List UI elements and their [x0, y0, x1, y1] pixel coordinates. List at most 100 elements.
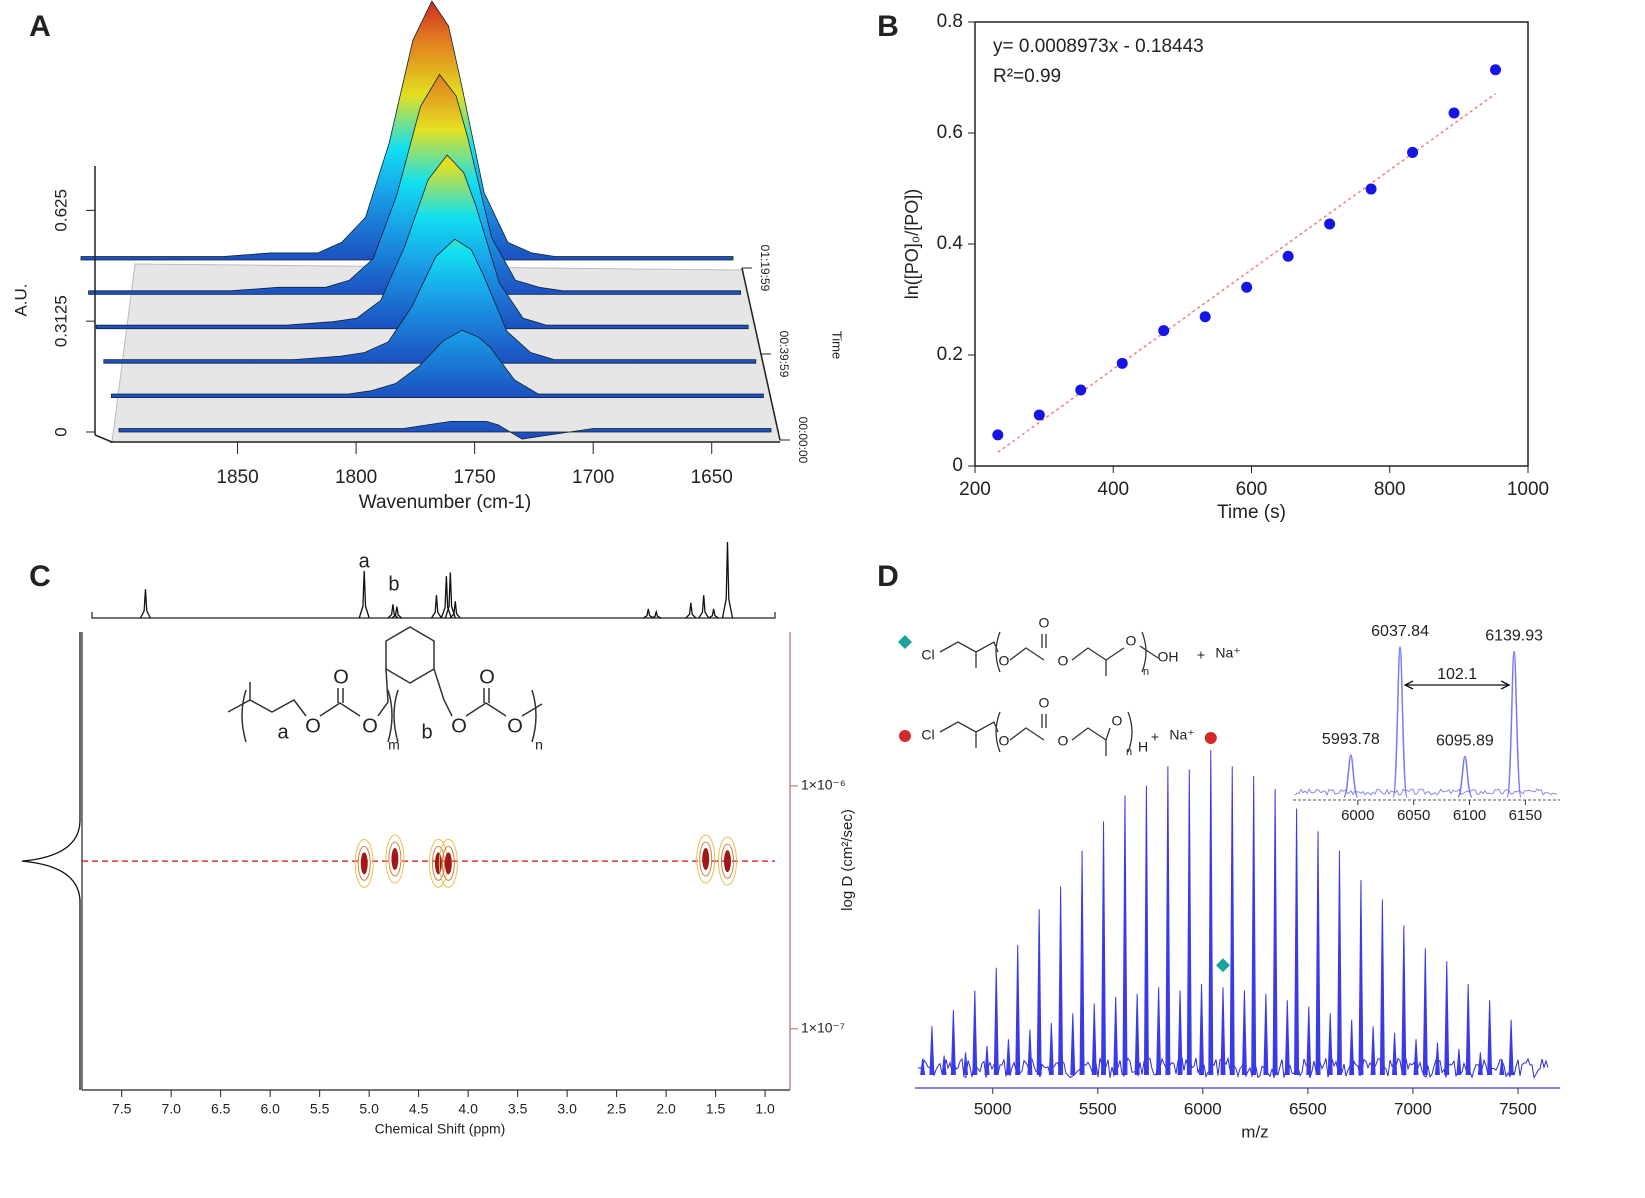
ms-peak [1272, 788, 1278, 1076]
nmr-peak [642, 608, 654, 619]
y-tick-label: 0 [51, 427, 70, 436]
y-tick-label: 0.3125 [51, 295, 70, 347]
z-axis-label: Time [830, 331, 845, 359]
x-tick-label: 1.0 [755, 1101, 775, 1117]
contour [354, 838, 374, 888]
ms-peak [1027, 1029, 1033, 1076]
ms-peak [1251, 775, 1257, 1076]
spectrum-frame [91, 612, 776, 619]
x-axis-label: Time (s) [1217, 502, 1286, 523]
ms-peak [1199, 983, 1205, 1076]
contour [438, 838, 458, 888]
ms-peak [1220, 987, 1226, 1076]
x-axis-label: Chemical Shift (ppm) [375, 1121, 506, 1137]
data-point [1158, 325, 1170, 337]
structure-label: O [1058, 733, 1069, 749]
nmr-peak [444, 572, 456, 619]
x-tick-label: 6.5 [211, 1101, 231, 1117]
ms-peak [1413, 1039, 1419, 1076]
data-point [1407, 146, 1419, 158]
cross-peak [702, 848, 710, 871]
ms-peak [1401, 925, 1407, 1076]
data-point [1282, 250, 1294, 262]
data-point [1033, 409, 1045, 421]
y-tick-label: 0.8 [937, 11, 963, 32]
ms-peak [1143, 785, 1149, 1076]
x-tick-label: 6000 [1184, 1099, 1222, 1118]
peak-label: 6139.93 [1485, 628, 1543, 645]
x-axis-label: Wavenumber (cm-1) [359, 492, 531, 513]
ms-peak [1015, 944, 1021, 1076]
x-tick-label: 200 [959, 479, 991, 500]
y-axis-label: log D (cm²/sec) [839, 809, 856, 911]
inset-tick-label: 6050 [1397, 807, 1430, 824]
ms-peak [1036, 909, 1042, 1076]
ms-peak [1048, 1022, 1054, 1076]
spectrum-slice [103, 238, 757, 364]
inset-peak [1457, 755, 1473, 798]
data-point [1075, 384, 1087, 396]
diffusion-projection [21, 632, 81, 1090]
structure-label: O [305, 715, 321, 737]
nmr-peak [391, 606, 403, 619]
spectrum-slice [95, 154, 749, 330]
data-point [1448, 107, 1460, 119]
structure-label: O [507, 715, 523, 737]
nmr-peak [708, 608, 719, 619]
contour [441, 845, 455, 881]
ms-peak [1070, 1013, 1076, 1076]
peak-label: 5993.78 [1322, 731, 1380, 748]
nmr-peak [139, 589, 152, 619]
structure-label: Cl [921, 647, 934, 663]
spectrum-slice [88, 73, 742, 295]
data-point [1241, 281, 1253, 293]
ms-peak [1186, 769, 1192, 1076]
structure-label: H [1138, 739, 1148, 755]
data-point [1199, 311, 1211, 323]
structure-d [939, 631, 1159, 756]
ms-peak [941, 1055, 947, 1076]
ms-peak [1122, 795, 1128, 1076]
axis-join [94, 434, 113, 443]
contour [385, 834, 405, 884]
y-tick-label: 1×10⁻⁷ [801, 1020, 845, 1036]
ms-peak [1336, 850, 1342, 1076]
ms-peak [1101, 821, 1107, 1076]
nmr-peak [449, 601, 461, 619]
cross-peak [723, 850, 731, 873]
ms-peak [1208, 749, 1214, 1076]
cross-peak [434, 852, 442, 875]
z-tick-label: 00:00:00 [796, 417, 810, 464]
ms-peak [1477, 1052, 1483, 1076]
structure-label: O [1126, 633, 1137, 649]
nmr-peak [440, 576, 452, 619]
ms-peak [1456, 1048, 1462, 1076]
x-tick-label: 5000 [974, 1099, 1012, 1118]
ms-peak [1091, 1003, 1097, 1076]
ms-peak [1241, 990, 1247, 1076]
arrow [1403, 680, 1511, 690]
ms-peak [1392, 1032, 1398, 1076]
annotation: 102.1 [1437, 666, 1477, 683]
x-tick-label: 3.0 [557, 1101, 577, 1117]
structure-label: O [1112, 713, 1123, 729]
structure-label: OH [1158, 649, 1179, 665]
inset-tick-label: 6100 [1453, 807, 1486, 824]
ms-peak [1177, 990, 1183, 1076]
nmr-peak [698, 595, 710, 619]
x-tick-label: 7.5 [112, 1101, 132, 1117]
ms-peak [1165, 766, 1171, 1076]
x-tick-label: 2.0 [656, 1101, 676, 1117]
structure-label: Cl [921, 727, 934, 743]
x-tick-label: 1000 [1507, 479, 1549, 500]
nmr-peak [430, 595, 443, 619]
nmr-peak [721, 541, 734, 619]
x-tick-label: 600 [1236, 479, 1268, 500]
z-tick-label: 01:19:59 [758, 245, 772, 292]
peak-label: 6095.89 [1436, 733, 1494, 750]
x-tick-label: 1.5 [706, 1101, 726, 1117]
ms-peak [1370, 1026, 1376, 1076]
annotation: R²=0.99 [993, 66, 1061, 87]
